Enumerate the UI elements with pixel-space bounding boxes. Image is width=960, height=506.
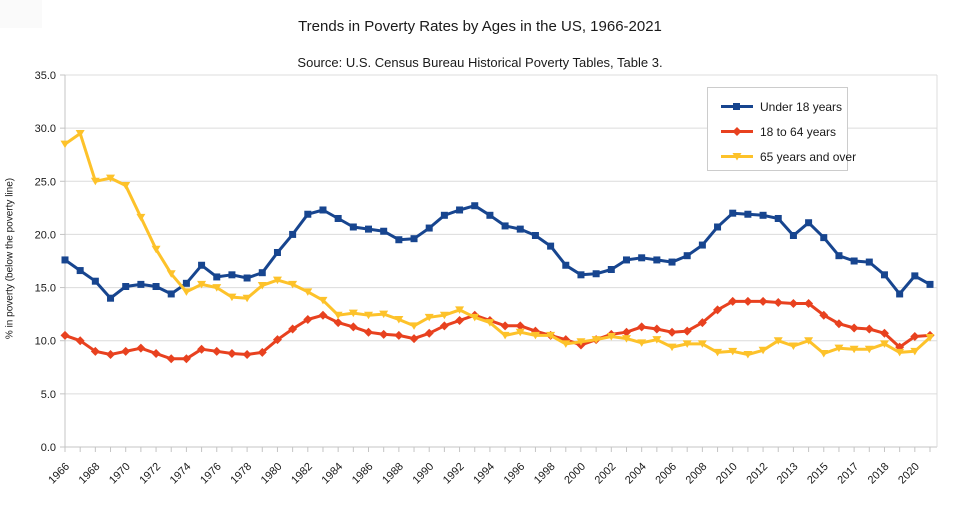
x-tick-label: 2018	[866, 461, 892, 487]
x-tick-label: 2002	[593, 461, 619, 487]
x-tick-label: 1970	[107, 461, 133, 487]
x-tick-label: 1994	[471, 461, 497, 487]
x-ticks	[64, 447, 931, 452]
x-tick-label: 1978	[228, 461, 254, 487]
legend: Under 18 years 18 to 64 years 65 years a…	[707, 87, 856, 171]
series-18-to-64-years	[60, 296, 935, 364]
y-tick-labels: 0.0 5.0 10.0 15.0 20.0 25.0 30.0 35.0	[35, 70, 56, 454]
screen-corner-artifact	[0, 0, 42, 28]
x-tick-label: 2017	[835, 461, 861, 487]
x-tick-label: 2006	[653, 461, 679, 487]
series-65-years-and-over	[60, 129, 935, 359]
legend-marker-18-to-64-icon	[721, 127, 753, 136]
x-tick-label: 1992	[441, 461, 467, 487]
x-tick-label: 1980	[259, 461, 285, 487]
x-tick-label: 1976	[198, 461, 224, 487]
x-tick-label: 2008	[684, 461, 710, 487]
x-tick-label: 2013	[775, 461, 801, 487]
x-tick-label: 1966	[46, 461, 72, 487]
x-tick-label: 1972	[137, 461, 163, 487]
legend-item-65-and-over: 65 years and over	[720, 144, 856, 169]
y-tick-label: 25.0	[35, 176, 56, 188]
legend-label: 18 to 64 years	[760, 124, 837, 139]
x-tick-label: 1986	[350, 461, 376, 487]
series-under-18-years	[61, 202, 934, 302]
x-tick-label: 1974	[168, 461, 194, 487]
legend-label: 65 years and over	[760, 149, 857, 164]
legend-marker-65-and-over-icon	[721, 153, 753, 161]
legend-item-under-18-years: Under 18 years	[720, 94, 847, 119]
x-tick-labels: 1966 1968 1970 1972 1974 1976 1978 1980 1982 1984…	[46, 461, 922, 487]
x-tick-label: 2000	[562, 461, 588, 487]
y-tick-label: 15.0	[35, 283, 56, 295]
y-ticks	[60, 74, 65, 448]
y-tick-label: 5.0	[41, 389, 56, 401]
x-tick-label: 2010	[714, 461, 740, 487]
x-tick-label: 1990	[411, 461, 437, 487]
y-tick-label: 35.0	[35, 70, 56, 82]
legend-item-18-to-64-years: 18 to 64 years	[720, 119, 847, 144]
y-tick-label: 10.0	[35, 336, 56, 348]
x-tick-label: 2012	[744, 461, 770, 487]
x-tick-label: 1998	[532, 461, 558, 487]
chart-title: Trends in Poverty Rates by Ages in the U…	[298, 18, 662, 35]
y-tick-label: 30.0	[35, 123, 56, 135]
y-tick-label: 20.0	[35, 229, 56, 241]
y-tick-label: 0.0	[41, 442, 56, 454]
x-tick-label: 2015	[805, 461, 831, 487]
x-tick-label: 1996	[502, 461, 528, 487]
chart-subtitle: Source: U.S. Census Bureau Historical Po…	[297, 55, 663, 70]
x-tick-label: 2020	[896, 461, 922, 487]
x-tick-label: 2004	[623, 461, 649, 487]
legend-label: Under 18 years	[760, 99, 843, 114]
x-tick-label: 1984	[319, 461, 345, 487]
x-tick-label: 1968	[77, 461, 103, 487]
x-tick-label: 1988	[380, 461, 406, 487]
legend-marker-under-18-icon	[721, 103, 753, 110]
x-tick-label: 1982	[289, 461, 315, 487]
